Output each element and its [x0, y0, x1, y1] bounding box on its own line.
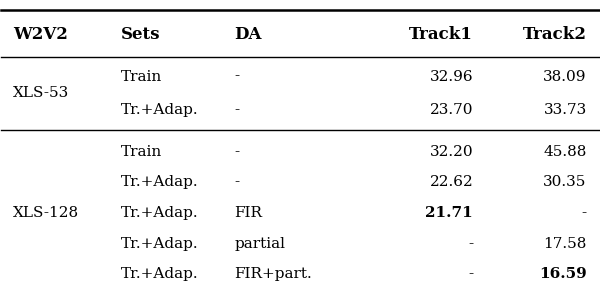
Text: Train: Train [121, 70, 162, 83]
Text: 23.70: 23.70 [430, 103, 473, 117]
Text: 45.88: 45.88 [543, 145, 587, 159]
Text: 22.62: 22.62 [430, 176, 473, 189]
Text: Tr.+Adap.: Tr.+Adap. [121, 176, 199, 189]
Text: W2V2: W2V2 [13, 26, 68, 43]
Text: Sets: Sets [121, 26, 160, 43]
Text: 30.35: 30.35 [543, 176, 587, 189]
Text: 16.59: 16.59 [539, 268, 587, 281]
Text: 17.58: 17.58 [543, 237, 587, 251]
Text: Track1: Track1 [409, 26, 473, 43]
Text: FIR: FIR [235, 206, 262, 220]
Text: 21.71: 21.71 [425, 206, 473, 220]
Text: -: - [235, 176, 239, 189]
Text: Tr.+Adap.: Tr.+Adap. [121, 237, 199, 251]
Text: DA: DA [235, 26, 262, 43]
Text: Tr.+Adap.: Tr.+Adap. [121, 206, 199, 220]
Text: XLS-128: XLS-128 [13, 206, 79, 220]
Text: -: - [468, 237, 473, 251]
Text: 32.96: 32.96 [430, 70, 473, 83]
Text: 32.20: 32.20 [430, 145, 473, 159]
Text: Train: Train [121, 145, 162, 159]
Text: XLS-53: XLS-53 [13, 86, 70, 100]
Text: Tr.+Adap.: Tr.+Adap. [121, 268, 199, 281]
Text: Tr.+Adap.: Tr.+Adap. [121, 103, 199, 117]
Text: partial: partial [235, 237, 286, 251]
Text: -: - [235, 145, 239, 159]
Text: -: - [468, 268, 473, 281]
Text: -: - [581, 206, 587, 220]
Text: 33.73: 33.73 [544, 103, 587, 117]
Text: -: - [235, 103, 239, 117]
Text: FIR+part.: FIR+part. [235, 268, 312, 281]
Text: -: - [235, 70, 239, 83]
Text: 38.09: 38.09 [543, 70, 587, 83]
Text: Track2: Track2 [523, 26, 587, 43]
